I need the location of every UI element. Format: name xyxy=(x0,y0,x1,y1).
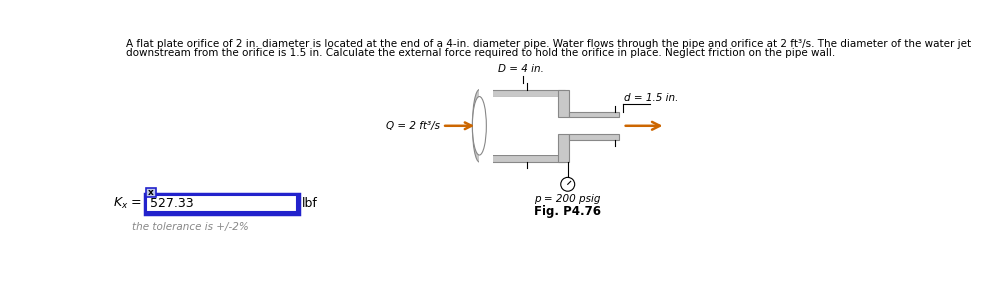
Text: D = 4 in.: D = 4 in. xyxy=(498,64,545,74)
Text: p = 200 psig: p = 200 psig xyxy=(535,194,601,203)
Text: x: x xyxy=(148,188,154,197)
Text: Q = 2 ft³/s: Q = 2 ft³/s xyxy=(386,121,439,131)
Polygon shape xyxy=(480,88,493,164)
Bar xyxy=(146,188,156,197)
Text: A flat plate orifice of 2 in. diameter is located at the end of a 4-in. diameter: A flat plate orifice of 2 in. diameter i… xyxy=(126,39,971,49)
Bar xyxy=(145,194,299,214)
Text: the tolerance is +/-2%: the tolerance is +/-2% xyxy=(132,222,249,232)
Text: d = 1.5 in.: d = 1.5 in. xyxy=(624,93,678,103)
Polygon shape xyxy=(480,97,564,155)
Ellipse shape xyxy=(473,97,487,155)
Polygon shape xyxy=(480,155,564,162)
Polygon shape xyxy=(558,90,569,117)
Ellipse shape xyxy=(473,90,487,162)
Bar xyxy=(146,195,297,212)
Text: 527.33: 527.33 xyxy=(150,197,194,210)
Text: Fig. P4.76: Fig. P4.76 xyxy=(534,205,602,218)
Polygon shape xyxy=(569,112,619,117)
Polygon shape xyxy=(569,134,619,140)
Polygon shape xyxy=(558,134,569,162)
Text: downstream from the orifice is 1.5 in. Calculate the external force required to : downstream from the orifice is 1.5 in. C… xyxy=(126,48,836,58)
Polygon shape xyxy=(480,90,564,97)
Text: $K_x$ =: $K_x$ = xyxy=(113,196,143,211)
Text: lbf: lbf xyxy=(302,197,318,210)
